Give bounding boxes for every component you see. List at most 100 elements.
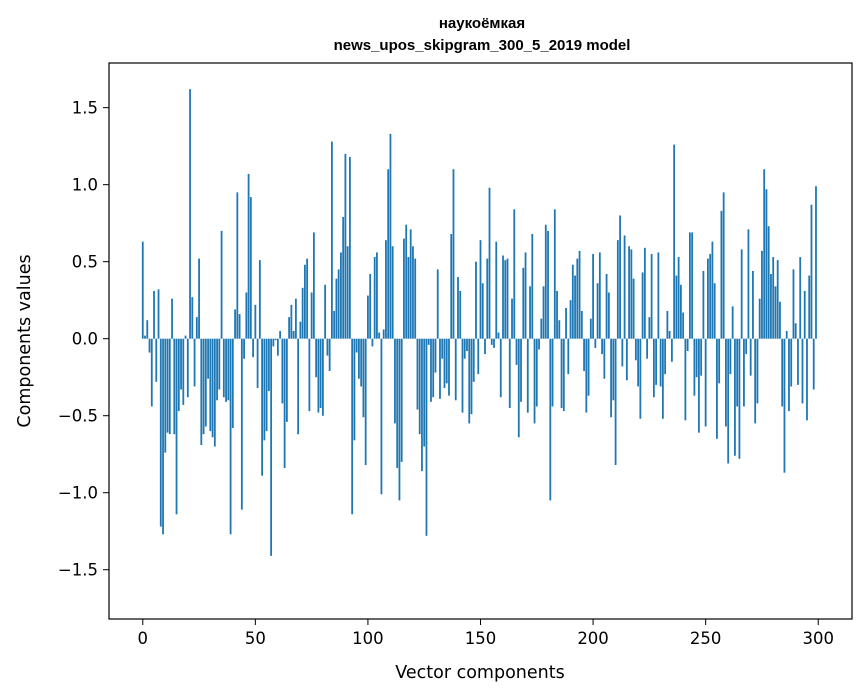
bar-component-89 (342, 217, 345, 339)
bar-component-220 (637, 338, 640, 387)
bar-component-76 (312, 232, 315, 339)
bar-component-262 (731, 306, 734, 339)
bar-component-93 (351, 338, 354, 515)
bar-component-65 (288, 317, 291, 339)
bar-component-183 (553, 209, 556, 339)
y-tick-label: −1.5 (58, 561, 98, 580)
bar-component-112 (394, 338, 396, 424)
bar-component-45 (243, 338, 245, 359)
bar-component-63 (283, 338, 286, 469)
y-tick-label: −1.0 (58, 484, 98, 503)
bar-component-14 (173, 338, 176, 435)
bar-component-282 (776, 260, 779, 339)
bar-component-268 (745, 338, 748, 355)
bar-component-69 (297, 338, 300, 435)
bar-component-291 (797, 338, 799, 385)
bar-component-281 (774, 286, 777, 339)
bar-component-230 (659, 338, 662, 387)
bar-component-208 (610, 338, 612, 418)
bar-component-196 (583, 338, 585, 372)
bar-component-172 (529, 286, 531, 339)
bar-component-116 (403, 238, 405, 339)
bar-component-132 (439, 338, 441, 399)
bar-component-202 (596, 283, 599, 339)
bar-component-146 (470, 338, 473, 415)
bar-component-278 (767, 226, 770, 339)
bar-component-252 (709, 253, 712, 339)
bar-component-67 (292, 330, 295, 339)
bar-component-84 (331, 141, 333, 339)
bar-component-108 (385, 240, 387, 339)
bar-component-98 (362, 338, 365, 418)
bar-component-235 (670, 338, 673, 362)
x-tick-label: 50 (245, 629, 266, 648)
bar-component-173 (531, 233, 534, 339)
bar-component-260 (727, 338, 730, 464)
bar-component-199 (589, 318, 592, 339)
bar-component-130 (434, 338, 437, 373)
bar-component-29 (207, 338, 209, 379)
bar-component-171 (526, 338, 529, 413)
bar-component-277 (765, 189, 768, 339)
bar-component-109 (387, 169, 390, 339)
bar-component-271 (752, 270, 754, 339)
bar-component-122 (416, 338, 419, 410)
bar-component-12 (168, 338, 171, 435)
bar-component-213 (621, 338, 624, 367)
bar-component-254 (713, 283, 716, 339)
bar-component-166 (515, 338, 518, 365)
bar-component-139 (454, 338, 457, 401)
bar-component-182 (551, 338, 554, 407)
bar-component-48 (249, 196, 252, 339)
bar-component-228 (655, 338, 658, 385)
bar-component-175 (535, 338, 538, 407)
bar-component-31 (211, 338, 214, 438)
bar-component-197 (585, 338, 588, 413)
bar-component-218 (632, 278, 635, 339)
bar-component-138 (452, 169, 455, 339)
bar-component-237 (675, 275, 678, 339)
y-tick-label: −0.5 (58, 407, 98, 426)
bar-component-189 (567, 338, 570, 375)
bar-component-74 (308, 338, 311, 412)
bar-component-47 (247, 173, 250, 339)
bar-component-95 (355, 338, 358, 353)
y-tick-label: 0.0 (72, 330, 98, 349)
bar-component-137 (450, 233, 453, 339)
bar-component-167 (517, 338, 520, 438)
bar-component-41 (234, 309, 236, 339)
bar-component-187 (562, 338, 565, 412)
bar-component-51 (256, 338, 259, 388)
bar-component-85 (333, 310, 336, 339)
bar-component-46 (245, 292, 248, 339)
bar-component-20 (186, 338, 189, 398)
bar-component-103 (373, 257, 376, 339)
bar-component-131 (436, 269, 439, 339)
bar-component-177 (540, 318, 543, 339)
bar-component-57 (270, 338, 273, 556)
bar-component-113 (396, 338, 399, 469)
bar-component-23 (193, 338, 196, 387)
bar-component-38 (227, 338, 230, 401)
bar-component-60 (276, 338, 279, 356)
bar-component-16 (177, 338, 180, 412)
bar-component-125 (423, 338, 426, 447)
bar-component-150 (479, 240, 482, 339)
bar-component-43 (238, 314, 241, 339)
bar-component-198 (587, 338, 590, 396)
bar-component-215 (625, 338, 628, 381)
bar-component-27 (202, 338, 205, 435)
bar-component-221 (639, 338, 642, 419)
bar-component-174 (533, 338, 536, 424)
bar-component-270 (749, 338, 752, 376)
bar-component-19 (184, 335, 187, 339)
bar-component-216 (628, 246, 630, 339)
bar-component-32 (213, 338, 216, 447)
bar-component-149 (477, 338, 480, 375)
bar-component-299 (815, 186, 817, 339)
bar-component-50 (254, 304, 257, 339)
bar-component-227 (652, 338, 655, 398)
bar-component-157 (495, 241, 498, 339)
bar-component-160 (502, 255, 504, 339)
bar-component-40 (231, 338, 234, 429)
